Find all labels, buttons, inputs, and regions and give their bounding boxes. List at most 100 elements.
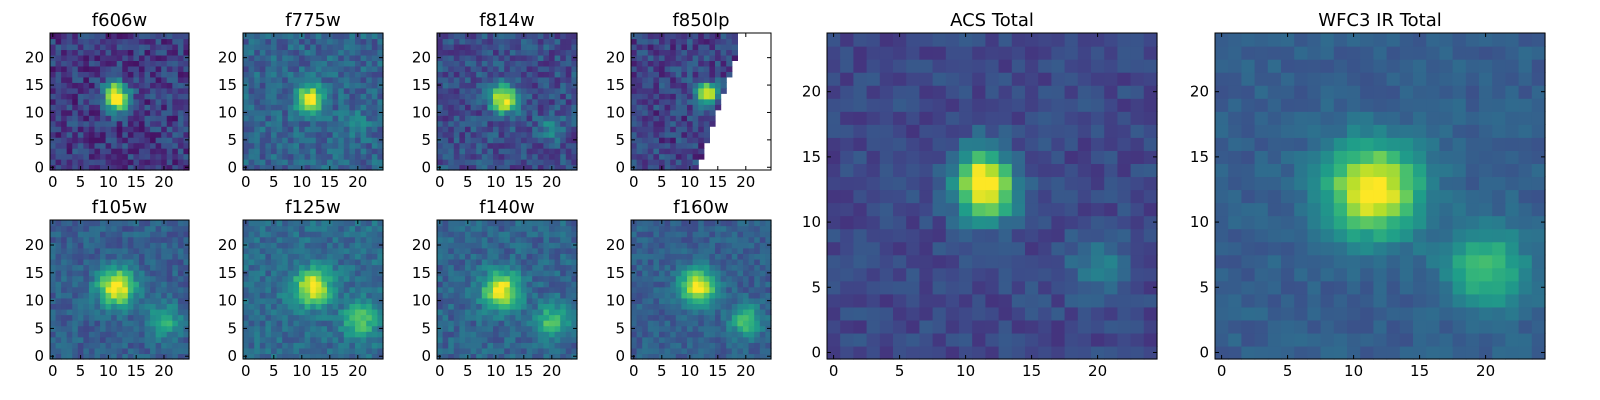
heatmap-cell — [703, 49, 710, 56]
heatmap-cell — [111, 286, 118, 293]
heatmap-cell — [271, 292, 278, 299]
heatmap-cell — [338, 120, 345, 127]
heatmap-cell — [554, 258, 561, 266]
heatmap-cell — [293, 342, 300, 349]
heatmap-cell — [327, 43, 334, 51]
heatmap-cell — [636, 109, 643, 116]
heatmap-cell — [565, 104, 572, 111]
heatmap-cell — [276, 148, 283, 155]
x-tick-label: 5 — [76, 362, 86, 380]
heatmap-cell — [315, 253, 322, 260]
heatmap-cell — [470, 325, 477, 332]
heatmap-cell — [720, 38, 727, 45]
heatmap-cell — [481, 242, 488, 249]
heatmap-cell — [636, 142, 643, 149]
heatmap-cell — [332, 71, 339, 78]
heatmap-cell — [670, 297, 677, 304]
heatmap-cell — [166, 93, 173, 100]
heatmap-cell — [743, 264, 750, 271]
y-tick-label: 20 — [412, 236, 431, 254]
heatmap-cell — [453, 65, 460, 72]
heatmap-cell — [366, 242, 373, 249]
heatmap-cell — [509, 308, 516, 316]
heatmap-cell — [259, 54, 266, 61]
heatmap-cell — [349, 43, 356, 51]
heatmap-cell — [675, 258, 682, 266]
heatmap-cell — [360, 76, 367, 83]
heatmap-cell — [532, 104, 539, 111]
heatmap-cell — [61, 33, 68, 40]
heatmap-cell — [759, 236, 766, 243]
heatmap-cell — [459, 281, 466, 288]
heatmap-cell — [687, 225, 694, 232]
heatmap-cell — [338, 142, 345, 149]
heatmap-cell — [487, 336, 494, 343]
heatmap-cell — [94, 82, 101, 89]
heatmap-cell — [448, 38, 455, 45]
heatmap-cell — [50, 115, 57, 122]
x-tick-label: 0 — [435, 362, 445, 380]
heatmap-cell — [349, 336, 356, 343]
heatmap-cell — [675, 253, 682, 260]
heatmap-cell — [282, 115, 289, 122]
heatmap-cell — [709, 325, 716, 332]
heatmap-cell — [437, 292, 444, 299]
heatmap-cell — [155, 142, 162, 149]
heatmap-cell — [116, 247, 123, 254]
heatmap-cell — [332, 93, 339, 100]
heatmap-cell — [681, 76, 688, 83]
heatmap-cell — [166, 353, 173, 360]
heatmap-cell — [248, 347, 255, 355]
heatmap-cell — [248, 65, 255, 72]
heatmap-cell — [647, 308, 654, 316]
heatmap-cell — [327, 65, 334, 72]
heatmap-cell — [55, 336, 62, 343]
heatmap-cell — [248, 137, 255, 144]
heatmap-cell — [560, 281, 567, 288]
heatmap-cell — [664, 76, 671, 83]
heatmap-cell — [259, 220, 266, 227]
heatmap-cell — [476, 308, 483, 316]
heatmap-cell — [647, 98, 654, 105]
heatmap-cell — [442, 258, 449, 266]
heatmap-cell — [560, 120, 567, 127]
heatmap-cell — [571, 148, 578, 155]
heatmap-cell — [448, 308, 455, 316]
heatmap-cell — [453, 87, 460, 94]
heatmap-cell — [88, 225, 96, 232]
heatmap-cell — [642, 236, 649, 243]
heatmap-cell — [743, 253, 750, 260]
heatmap-cell — [122, 82, 129, 89]
heatmap-cell — [543, 325, 550, 332]
heatmap-cell — [754, 347, 761, 355]
heatmap-cell — [636, 308, 643, 316]
heatmap-cell — [177, 148, 185, 155]
heatmap-cell — [720, 281, 727, 288]
heatmap-cell — [100, 164, 107, 171]
heatmap-cell — [642, 303, 649, 310]
heatmap-cell — [55, 71, 62, 78]
heatmap-cell — [715, 320, 722, 327]
heatmap-cell — [72, 270, 79, 277]
heatmap-cell — [565, 98, 572, 105]
heatmap-cell — [743, 270, 750, 277]
heatmap-cell — [243, 126, 250, 133]
heatmap-cell — [122, 247, 129, 254]
heatmap-cell — [304, 131, 311, 138]
heatmap-cell — [66, 297, 73, 304]
heatmap-cell — [77, 148, 84, 155]
heatmap-cell — [183, 220, 190, 227]
heatmap-cell — [321, 303, 328, 310]
heatmap-cell — [310, 308, 317, 316]
heatmap-cell — [282, 247, 289, 254]
heatmap-cell — [88, 270, 96, 277]
heatmap-cell — [155, 93, 162, 100]
heatmap-cell — [161, 71, 168, 78]
heatmap-cell — [310, 98, 317, 105]
heatmap-cell — [670, 120, 677, 127]
heatmap-cell — [465, 49, 472, 56]
heatmap-cell — [476, 325, 483, 332]
heatmap-cell — [670, 164, 677, 171]
heatmap-cell — [664, 236, 671, 243]
